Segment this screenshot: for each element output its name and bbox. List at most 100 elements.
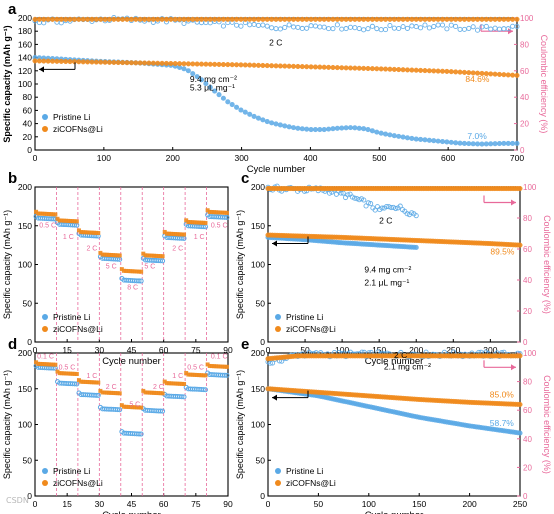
panel-a-zicofns-li-ce-point bbox=[247, 16, 253, 22]
panel-a-pristine-li-ce-point bbox=[439, 22, 446, 28]
panel-d-annotation: 2 C bbox=[153, 384, 164, 391]
panel-a-zicofns-li-ce-point bbox=[163, 16, 170, 22]
panel-d-zicofns-li-point bbox=[113, 391, 118, 396]
panel-a-zicofns-li-point bbox=[514, 72, 520, 78]
panel-a-pristine-li-point bbox=[404, 135, 411, 141]
panel-b-annotation: 1 C bbox=[63, 234, 74, 241]
panel-a-zicofns-li-ce-point bbox=[457, 16, 463, 22]
panel-a-pristine-li-ce-point bbox=[330, 26, 336, 32]
panel-b-zicofns-li-point bbox=[164, 231, 169, 236]
panel-a-zicofns-li-ce-point bbox=[479, 16, 485, 22]
panel-d-zicofns-li-point bbox=[152, 390, 157, 395]
panel-d-zicofns-li-point bbox=[68, 371, 73, 376]
panel-a-zicofns-li-point bbox=[32, 58, 38, 64]
panel-c-xtick-label: 0 bbox=[266, 345, 271, 355]
panel-a-zicofns-li-point bbox=[67, 59, 73, 65]
panel-d-zicofns-li-point bbox=[79, 379, 84, 384]
panel-b-annotation: 2 C bbox=[172, 246, 183, 253]
panel-a-pristine-li-point bbox=[317, 126, 323, 133]
panel-a-pristine-li-point bbox=[501, 140, 507, 146]
panel-a-zicofns-li-point bbox=[124, 60, 130, 66]
panel-a-zicofns-li-ce-point bbox=[36, 16, 42, 22]
panel-a-zicofns-li-ce-point bbox=[514, 16, 520, 22]
panel-a-zicofns-li-ce-point bbox=[137, 16, 143, 22]
panel-b-pristine-li-point bbox=[224, 214, 230, 220]
panel-e-zicofns-li-point bbox=[517, 401, 523, 408]
panel-b-zicofns-li-point bbox=[115, 253, 120, 258]
panel-d-zicofns-li-point bbox=[186, 372, 191, 377]
panel-b-zicofns-li-point bbox=[72, 219, 77, 224]
panel-a-pristine-li-ce-point bbox=[299, 25, 305, 32]
panel-a-pristine-li-ce-point bbox=[391, 25, 397, 31]
panel-d-annotation: 0.5 C bbox=[187, 364, 204, 371]
panel-d-annotation: 2 C bbox=[106, 384, 117, 391]
panel-d-zicofns-li-point bbox=[188, 372, 193, 377]
panel-a-zicofns-li-point bbox=[71, 59, 77, 65]
panel-a-zicofns-li-ce-point bbox=[120, 16, 126, 22]
panel-a-ytick-label: 160 bbox=[18, 39, 32, 49]
panel-a-zicofns-li-point bbox=[439, 68, 446, 74]
panel-b-zicofns-li-point bbox=[49, 212, 54, 217]
panel-a-pristine-li-point bbox=[418, 136, 424, 142]
panel-a-pristine-li-point bbox=[234, 104, 240, 110]
panel-a-zicofns-li-point bbox=[220, 61, 226, 68]
panel-b-zicofns-li-point bbox=[158, 254, 163, 259]
panel-a-zicofns-li-point bbox=[172, 61, 178, 67]
panel-a-zicofns-li-ce-point bbox=[404, 16, 411, 22]
panel-d-zicofns-li-point bbox=[57, 371, 62, 376]
panel-b-annotation: 8 C bbox=[127, 284, 138, 291]
panel-a-pristine-li-point bbox=[382, 131, 389, 137]
panel-a-pristine-li-ce-point bbox=[461, 26, 467, 32]
panel-a-zicofns-li-point bbox=[128, 60, 134, 66]
panel-a-pristine-li-ce-point bbox=[304, 25, 310, 31]
panel-e-ytick-right-label: 80 bbox=[523, 378, 532, 387]
panel-a-zicofns-li-ce-point bbox=[286, 16, 292, 22]
panel-b-xtick-label: 75 bbox=[191, 345, 201, 355]
panel-d-zicofns-li-point bbox=[128, 405, 133, 410]
panel-d-zicofns-li-point bbox=[130, 405, 135, 410]
panel-a-zicofns-li-ce-point bbox=[400, 16, 406, 22]
panel-a-ytick-label: 200 bbox=[18, 13, 32, 23]
panel-a-zicofns-li-point bbox=[255, 62, 262, 68]
panel-e-xlabel: Cycle number bbox=[365, 510, 424, 514]
panel-b-zicofns-li-point bbox=[169, 231, 174, 236]
panel-c-ce-arrow-head bbox=[511, 199, 516, 206]
panel-a-annotation: 9.4 mg cm⁻² bbox=[190, 74, 237, 84]
panel-d-zicofns-li-point bbox=[169, 381, 174, 386]
panel-a-xlabel: Cycle number bbox=[247, 164, 306, 175]
panel-c-xtick-label: 100 bbox=[335, 345, 349, 355]
panel-a-pristine-li-ce-point bbox=[181, 20, 187, 27]
panel-c-legend-marker bbox=[275, 314, 281, 320]
panel-e-ytick-right-label: 0 bbox=[523, 492, 528, 501]
panel-d-zicofns-li-point bbox=[85, 380, 90, 385]
panel-a-zicofns-li-ce-point bbox=[510, 16, 516, 22]
panel-a-zicofns-li-point bbox=[510, 72, 516, 78]
panel-b-zicofns-li-point bbox=[220, 210, 225, 215]
panel-d-zicofns-li-point bbox=[167, 381, 172, 386]
panel-a-ytick-label: 80 bbox=[23, 92, 33, 102]
panel-a-zicofns-li-point bbox=[422, 68, 428, 74]
panel-c-pristine-li-ce-point bbox=[413, 213, 419, 219]
panel-a-zicofns-li-ce-point bbox=[387, 16, 393, 22]
panel-a-zicofns-li-ce-point bbox=[431, 16, 437, 22]
panel-a-zicofns-li-point bbox=[225, 62, 231, 68]
panel-a-zicofns-li-ce-point bbox=[365, 16, 371, 22]
panel-a-zicofns-li-ce-point bbox=[496, 16, 503, 22]
panel-d-zicofns-li-point bbox=[98, 388, 103, 393]
panel-e-ytick-right-label: 20 bbox=[523, 463, 532, 472]
panel-d-zicofns-li-point bbox=[149, 390, 154, 395]
panel-a-pristine-li-point bbox=[387, 132, 393, 138]
panel-b-zicofns-li-point bbox=[130, 269, 135, 274]
panel-d-pristine-li-point bbox=[95, 392, 101, 398]
panel-d-zicofns-li-point bbox=[96, 380, 101, 385]
panel-d-zicofns-li-point bbox=[119, 403, 124, 408]
panel-a-zicofns-li-ce-point bbox=[488, 16, 494, 22]
panel-a-zicofns-li-point bbox=[308, 64, 314, 70]
panel-a-cap-arrow-head bbox=[39, 66, 44, 73]
panel-a-pristine-li-ce-point bbox=[396, 25, 402, 32]
panel-b-ytick-label: 100 bbox=[18, 260, 32, 270]
panel-a-zicofns-li-ce-point bbox=[49, 16, 56, 22]
panel-a-zicofns-li-ce-point bbox=[212, 16, 218, 22]
panel-a-pristine-li-ce-point bbox=[470, 24, 476, 30]
panel-c-pristine-li-ce-point bbox=[384, 203, 390, 210]
